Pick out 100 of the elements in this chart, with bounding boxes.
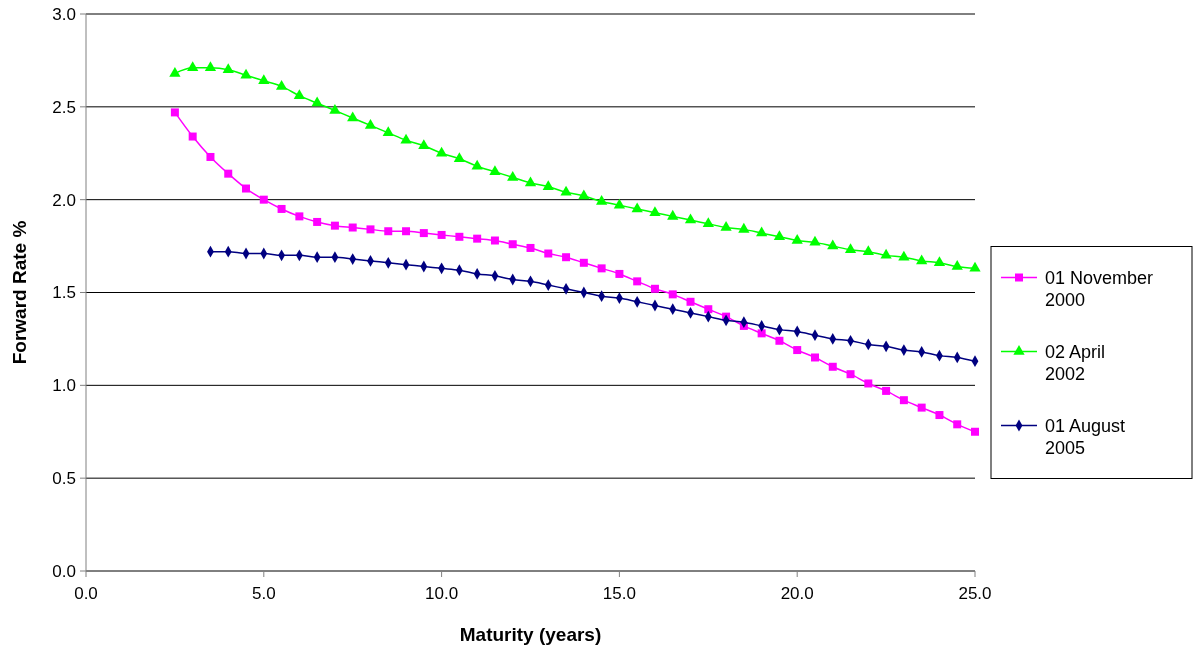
point — [578, 189, 590, 200]
x-axis-title: Maturity (years) — [459, 624, 602, 645]
point — [935, 411, 944, 420]
point — [224, 169, 233, 178]
point — [206, 152, 215, 161]
point — [277, 204, 286, 213]
y-axis-title: Forward Rate % — [9, 220, 30, 365]
point — [453, 152, 466, 163]
point — [971, 427, 979, 436]
point — [364, 118, 377, 129]
point — [366, 225, 375, 234]
point — [933, 256, 946, 267]
point — [348, 223, 357, 232]
point — [667, 209, 679, 220]
point — [435, 146, 448, 157]
point — [402, 227, 411, 236]
point — [311, 96, 323, 107]
point — [489, 165, 501, 176]
point — [526, 243, 535, 252]
y-tick-label: 3.0 — [52, 4, 76, 24]
point — [756, 226, 768, 237]
point — [293, 89, 305, 99]
point — [188, 132, 197, 141]
point — [650, 284, 659, 293]
point — [524, 176, 537, 187]
point — [633, 277, 642, 286]
point — [418, 139, 430, 150]
point — [899, 396, 908, 405]
point — [204, 61, 217, 72]
point — [437, 230, 446, 239]
point — [775, 336, 784, 345]
point — [170, 108, 179, 117]
point — [242, 184, 251, 193]
point — [259, 195, 268, 204]
point — [490, 236, 499, 245]
point — [295, 212, 304, 221]
legend-label: 01 November 2000 — [1045, 267, 1154, 310]
point — [827, 239, 839, 250]
point — [507, 170, 519, 181]
point — [684, 213, 697, 224]
point — [668, 290, 677, 299]
point — [400, 133, 412, 144]
point — [791, 234, 803, 244]
point — [169, 66, 181, 77]
point — [738, 222, 750, 233]
point — [597, 264, 606, 273]
point — [187, 61, 199, 72]
point — [384, 227, 393, 236]
point — [508, 240, 517, 249]
point — [809, 235, 821, 246]
point — [702, 217, 714, 228]
point — [542, 180, 554, 190]
point — [917, 403, 926, 412]
point — [880, 248, 892, 259]
point — [562, 253, 571, 262]
point — [810, 353, 819, 362]
point — [969, 261, 981, 272]
point — [240, 68, 252, 79]
point — [330, 221, 339, 230]
y-tick-label: 2.5 — [52, 97, 76, 117]
point — [222, 63, 234, 73]
y-tick-label: 1.5 — [52, 283, 76, 303]
point — [313, 217, 322, 226]
point — [329, 104, 341, 114]
legend-label: 01 August 2005 — [1045, 415, 1126, 458]
point — [579, 258, 588, 267]
point — [686, 297, 695, 306]
point — [382, 126, 394, 137]
x-tick-label: 25.0 — [958, 584, 992, 603]
point — [757, 329, 766, 338]
point — [916, 254, 928, 265]
point — [595, 195, 608, 205]
point — [258, 74, 270, 85]
point — [951, 260, 963, 270]
point — [720, 221, 732, 231]
point — [631, 202, 643, 213]
point — [347, 111, 359, 122]
point — [846, 370, 855, 379]
x-tick-label: 20.0 — [780, 584, 814, 603]
y-tick-label: 0.5 — [52, 469, 76, 489]
point — [828, 362, 837, 371]
point — [613, 198, 626, 209]
point — [649, 206, 661, 216]
point — [793, 346, 802, 355]
y-tick-label: 1.0 — [52, 376, 76, 396]
point — [419, 229, 428, 238]
x-tick-label: 10.0 — [425, 584, 459, 603]
point — [844, 243, 857, 254]
point — [953, 420, 962, 429]
legend-label: 02 April 2002 — [1045, 341, 1106, 384]
y-tick-label: 0.0 — [52, 561, 76, 581]
point — [455, 232, 464, 241]
point — [544, 249, 553, 258]
point — [704, 305, 713, 314]
x-tick-label: 0.0 — [74, 584, 98, 603]
y-tick-label: 2.0 — [52, 190, 76, 210]
x-tick-label: 5.0 — [251, 584, 276, 603]
point — [473, 234, 482, 243]
point — [882, 386, 891, 395]
point — [862, 245, 874, 255]
